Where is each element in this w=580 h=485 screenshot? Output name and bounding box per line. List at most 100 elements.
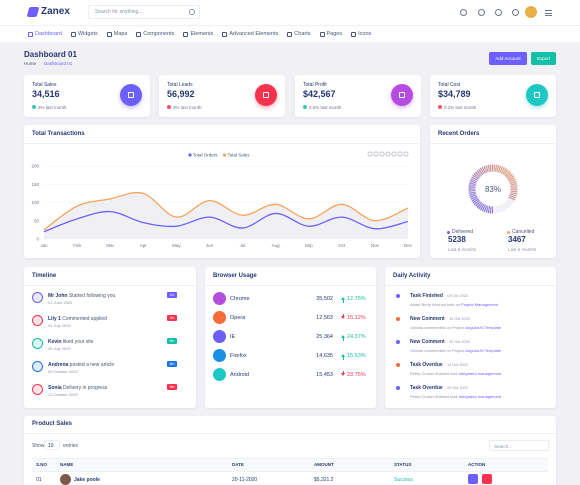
browser-count: 15,453 bbox=[316, 371, 333, 378]
stat-label: Total Leads bbox=[167, 82, 193, 88]
nav-icon bbox=[222, 31, 228, 37]
divider bbox=[205, 285, 376, 286]
activity-link[interactable]: Project Management bbox=[461, 302, 499, 307]
activity-heading: Task Overdue 29 Oct 2020 bbox=[410, 385, 468, 391]
activity-link[interactable]: Integrated management bbox=[458, 394, 502, 399]
activity-dot bbox=[396, 317, 400, 321]
nav-bar: Dashboard Widgets Maps Components Elements Ad… bbox=[0, 25, 580, 42]
series-line bbox=[43, 210, 409, 233]
activity-date: 25 Oct 2020 bbox=[449, 340, 470, 344]
timeline-text: Mr John Started following you bbox=[48, 293, 115, 299]
activity-title: Task Overdue bbox=[410, 385, 443, 391]
table-cell: 01 bbox=[36, 476, 42, 483]
activity-heading: Task Finished 09 Oct 2020 bbox=[410, 293, 468, 299]
card-title: Daily Activity bbox=[393, 273, 431, 279]
activity-text: Adam Berry finished task on bbox=[410, 302, 461, 307]
stat-card: Total Cost $34,789 0.2% last month bbox=[430, 75, 556, 117]
browser-icon bbox=[213, 311, 226, 324]
nav-item[interactable]: Advanced Elements bbox=[222, 31, 278, 37]
entries-label: entries bbox=[63, 443, 79, 449]
table-search[interactable]: Search... bbox=[489, 440, 549, 451]
arrow-stem bbox=[342, 371, 344, 374]
browser-card: Browser Usage Chrome 35,502 12.75% Opera 12,5… bbox=[205, 267, 376, 408]
header-icon[interactable] bbox=[478, 9, 485, 16]
timeline-card: Timeline Mr John Started following you 01 … bbox=[24, 267, 196, 408]
chart-tool bbox=[385, 151, 391, 157]
delete-button[interactable] bbox=[482, 474, 492, 484]
nav-item[interactable]: Pages bbox=[319, 31, 343, 37]
timeline-tag: 9m bbox=[167, 384, 177, 390]
stat-change: 3% last month bbox=[173, 104, 202, 110]
stat-change: 3% last month bbox=[38, 104, 67, 110]
legend-swatch bbox=[222, 153, 227, 157]
product-sales-card: Product Sales Show 10 entries Search... S.NO N… bbox=[24, 416, 556, 485]
chart-tool bbox=[373, 151, 379, 157]
x-tick-label: Aug bbox=[272, 243, 281, 248]
stat-card: Total Leads 56,992 3% last month bbox=[159, 75, 285, 117]
browser-pct: 23.75% bbox=[347, 371, 366, 378]
header-icon[interactable] bbox=[495, 9, 502, 16]
nav-icon bbox=[351, 31, 357, 37]
nav-item[interactable]: Components bbox=[136, 31, 174, 37]
browser-name: Opera bbox=[230, 314, 246, 321]
activity-desc: Adam Berry finished task on Project Mana… bbox=[410, 302, 498, 307]
nav-label: Dashboard bbox=[35, 31, 62, 37]
arrow-stem bbox=[342, 357, 344, 360]
activity-link[interactable]: Integrated management bbox=[458, 371, 502, 376]
stat-value: $42,567 bbox=[303, 89, 336, 99]
header-icon[interactable] bbox=[460, 9, 467, 16]
nav-item[interactable]: Charts bbox=[287, 31, 311, 37]
timeline-tag: 1m bbox=[167, 292, 177, 298]
order-value: 3467 bbox=[508, 235, 526, 244]
stat-card: Total Profit $42,567 0.5% last month bbox=[295, 75, 421, 117]
stat-label: Total Cost bbox=[438, 82, 461, 88]
activity-date: 29 Oct 2020 bbox=[447, 386, 468, 390]
nav-label: Pages bbox=[326, 31, 343, 37]
logo-icon bbox=[26, 7, 40, 17]
legend-dot bbox=[447, 231, 450, 234]
edit-button[interactable] bbox=[468, 474, 478, 484]
nav-icon bbox=[106, 31, 112, 37]
chart-tool bbox=[391, 151, 397, 157]
column-header: STATUS bbox=[394, 461, 412, 467]
export-button[interactable]: Export bbox=[531, 52, 556, 65]
avatar[interactable] bbox=[525, 6, 537, 18]
add-account-button[interactable]: Add Account bbox=[489, 52, 527, 65]
nav-icon bbox=[287, 31, 293, 37]
nav-item[interactable]: Icons bbox=[351, 31, 371, 37]
activity-link[interactable]: AngularJS Template bbox=[465, 348, 502, 353]
menu-bar bbox=[545, 12, 552, 14]
card-title: Timeline bbox=[32, 273, 57, 279]
browser-count: 14,635 bbox=[316, 352, 333, 359]
nav-item[interactable]: Maps bbox=[106, 31, 127, 37]
transactions-card: Total Transactions 0 50 100 150 200 Jan Feb Mar A… bbox=[24, 125, 420, 258]
nav-item[interactable]: Widgets bbox=[70, 31, 98, 37]
search-box[interactable]: Search for anything... bbox=[88, 5, 200, 19]
activity-dot bbox=[396, 363, 400, 367]
header-icon[interactable] bbox=[512, 9, 519, 16]
breadcrumb-current: Dashboard 01 bbox=[44, 61, 73, 66]
timeline-action: liked your site bbox=[63, 339, 94, 345]
divider bbox=[24, 433, 556, 434]
timeline-action: posted a new article bbox=[69, 362, 115, 368]
order-label: Delivered bbox=[452, 229, 474, 235]
nav-icon bbox=[28, 31, 33, 37]
activity-heading: New Comment 25 Oct 2020 bbox=[410, 339, 470, 345]
card-title: Browser Usage bbox=[213, 273, 257, 279]
arrow-down bbox=[341, 373, 345, 376]
stat-icon-glyph bbox=[128, 92, 134, 98]
timeline-date: 09 October 2020 bbox=[48, 369, 78, 374]
browser-count: 35,502 bbox=[316, 295, 333, 302]
breadcrumb-home[interactable]: Home bbox=[24, 61, 37, 66]
timeline-icon bbox=[32, 361, 43, 372]
entries-select[interactable]: 10 bbox=[44, 440, 60, 450]
table-cell: 20-11-2020 bbox=[232, 476, 258, 483]
search-placeholder: Search... bbox=[494, 443, 513, 449]
nav-item[interactable]: Elements bbox=[183, 31, 213, 37]
nav-item[interactable]: Dashboard bbox=[28, 31, 62, 37]
card-title: Product Sales bbox=[32, 421, 73, 427]
activity-link[interactable]: AngularJS Template bbox=[465, 325, 502, 330]
menu-bar bbox=[545, 10, 552, 11]
chart-tool bbox=[403, 151, 409, 157]
activity-desc: Petey Cruiser finished task Integrated m… bbox=[410, 394, 501, 399]
